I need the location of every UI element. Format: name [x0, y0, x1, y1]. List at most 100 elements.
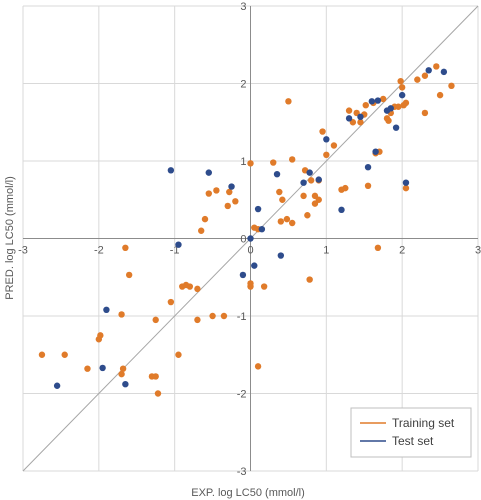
- training-point: [247, 280, 254, 287]
- training-point: [125, 271, 133, 279]
- training-point: [345, 107, 353, 114]
- training-point: [84, 365, 91, 372]
- x-axis-title: EXP. log LC50 (mmol/l): [191, 487, 305, 499]
- test-point: [425, 67, 432, 74]
- test-point: [277, 252, 285, 259]
- y-tick-label: 1: [240, 156, 246, 168]
- test-point: [392, 124, 400, 131]
- test-point: [99, 364, 106, 372]
- training-point: [186, 283, 194, 290]
- test-point: [254, 205, 262, 213]
- training-point: [220, 312, 228, 320]
- training-point: [357, 119, 364, 126]
- test-point: [374, 97, 382, 104]
- training-point: [402, 184, 410, 192]
- legend: Training set Test set: [350, 407, 472, 458]
- training-point: [448, 82, 455, 90]
- training-point: [306, 276, 313, 283]
- tick-labels: -3 -2 -1 0 1 2 3 -3 -2 -1 0 1 2 3: [18, 1, 481, 478]
- training-point: [97, 332, 104, 339]
- training-point: [330, 142, 338, 149]
- training-point: [118, 370, 125, 378]
- legend-label-training: Training set: [392, 416, 455, 430]
- y-tick-label: 3: [240, 1, 246, 13]
- training-point: [277, 218, 285, 225]
- y-tick-label: -3: [237, 466, 247, 478]
- legend-box: [350, 407, 472, 458]
- y-tick-label: -2: [237, 389, 247, 401]
- training-point: [154, 390, 162, 397]
- training-point: [433, 63, 440, 70]
- training-point: [38, 351, 46, 358]
- test-point: [273, 170, 281, 178]
- test-point: [103, 306, 110, 313]
- training-point: [118, 311, 125, 318]
- test-point: [228, 183, 235, 190]
- training-point: [119, 365, 127, 372]
- legend-label-test: Test set: [392, 434, 434, 448]
- test-point: [122, 381, 129, 388]
- training-point: [279, 196, 286, 203]
- training-point: [254, 363, 262, 370]
- training-point: [323, 151, 330, 158]
- training-point: [385, 117, 392, 124]
- x-tick-label: -3: [18, 245, 28, 257]
- training-point: [289, 156, 296, 163]
- data-points: [38, 63, 455, 397]
- test-point: [402, 179, 410, 186]
- test-point: [205, 169, 212, 176]
- test-point: [345, 115, 353, 122]
- test-point: [175, 241, 182, 248]
- training-point: [232, 198, 239, 205]
- training-point: [362, 102, 369, 109]
- test-point: [387, 105, 394, 112]
- training-point: [226, 188, 233, 196]
- training-point: [247, 160, 254, 167]
- training-point: [213, 187, 220, 194]
- training-point: [289, 219, 296, 227]
- training-point: [198, 227, 205, 234]
- test-point: [364, 164, 372, 171]
- training-point: [194, 316, 201, 324]
- training-point: [152, 316, 159, 324]
- training-point: [270, 159, 277, 166]
- test-point: [167, 167, 175, 174]
- training-point: [175, 351, 182, 358]
- training-point: [224, 202, 231, 210]
- test-point: [300, 179, 307, 186]
- training-point: [201, 215, 209, 223]
- y-tick-label: 2: [240, 79, 246, 91]
- test-point: [368, 98, 376, 105]
- y-tick-label: -1: [237, 311, 247, 323]
- test-point: [398, 91, 406, 99]
- training-point: [319, 128, 326, 135]
- training-point: [436, 91, 444, 99]
- training-point: [402, 99, 410, 107]
- training-point: [61, 351, 68, 358]
- test-point: [258, 226, 266, 233]
- training-point: [311, 200, 319, 207]
- test-point: [53, 382, 61, 389]
- training-point: [304, 212, 311, 219]
- test-point: [372, 148, 379, 155]
- training-point: [398, 84, 406, 91]
- training-point: [342, 184, 349, 192]
- test-point: [323, 136, 330, 143]
- test-point: [306, 169, 313, 176]
- test-point: [357, 113, 364, 121]
- training-point: [276, 188, 283, 196]
- test-point: [251, 262, 258, 269]
- training-point: [374, 244, 382, 251]
- x-tick-label: 3: [475, 245, 481, 257]
- training-point: [283, 215, 291, 223]
- training-point: [260, 283, 268, 290]
- x-tick-label: 0: [247, 245, 253, 257]
- training-point: [285, 98, 292, 105]
- training-point: [364, 182, 372, 189]
- training-point: [414, 76, 421, 83]
- training-point: [421, 72, 429, 79]
- training-point: [307, 177, 315, 184]
- test-point: [239, 271, 247, 279]
- training-point: [167, 298, 175, 306]
